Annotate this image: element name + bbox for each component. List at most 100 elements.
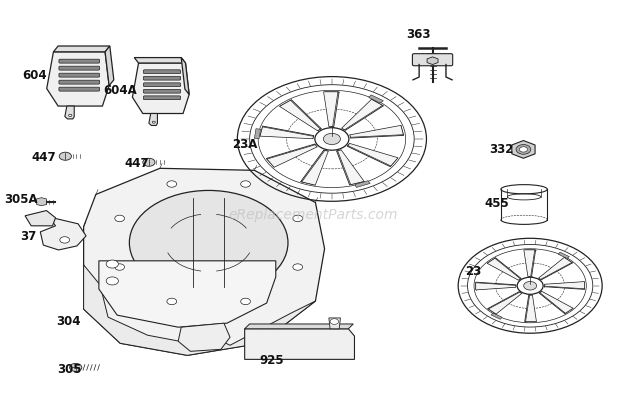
Circle shape <box>524 281 537 290</box>
Circle shape <box>241 181 250 187</box>
Polygon shape <box>325 92 339 126</box>
Polygon shape <box>260 127 314 139</box>
Circle shape <box>130 190 288 295</box>
Polygon shape <box>558 252 569 258</box>
FancyBboxPatch shape <box>143 90 180 93</box>
Polygon shape <box>491 313 502 319</box>
Text: 305: 305 <box>57 363 82 376</box>
FancyBboxPatch shape <box>143 70 180 74</box>
Polygon shape <box>355 181 370 188</box>
Circle shape <box>293 215 303 222</box>
Polygon shape <box>324 92 338 126</box>
Polygon shape <box>489 292 521 314</box>
Polygon shape <box>302 150 329 185</box>
Circle shape <box>115 215 125 222</box>
Text: 37: 37 <box>20 230 36 243</box>
Polygon shape <box>476 282 516 289</box>
Circle shape <box>106 260 118 268</box>
Polygon shape <box>488 258 521 280</box>
Polygon shape <box>525 295 536 322</box>
Polygon shape <box>245 324 353 329</box>
Polygon shape <box>260 126 314 138</box>
Polygon shape <box>476 283 516 290</box>
Circle shape <box>60 237 69 243</box>
Polygon shape <box>343 100 383 130</box>
Text: 23A: 23A <box>232 139 258 151</box>
Text: 23: 23 <box>465 265 482 278</box>
Polygon shape <box>135 58 185 63</box>
Polygon shape <box>427 57 438 64</box>
FancyBboxPatch shape <box>143 83 180 87</box>
Polygon shape <box>524 250 535 276</box>
Circle shape <box>115 264 125 270</box>
FancyBboxPatch shape <box>143 76 180 80</box>
Circle shape <box>69 114 72 117</box>
Polygon shape <box>338 150 364 185</box>
Polygon shape <box>337 150 363 185</box>
Polygon shape <box>46 52 109 106</box>
Text: 604: 604 <box>22 69 46 82</box>
FancyBboxPatch shape <box>59 73 100 77</box>
Circle shape <box>60 152 71 160</box>
Polygon shape <box>512 141 535 158</box>
Polygon shape <box>347 144 397 166</box>
Polygon shape <box>488 292 521 314</box>
FancyBboxPatch shape <box>59 80 100 84</box>
Text: 447: 447 <box>32 151 56 164</box>
Polygon shape <box>99 261 276 327</box>
Polygon shape <box>539 258 572 280</box>
Polygon shape <box>539 258 572 279</box>
FancyBboxPatch shape <box>143 96 180 100</box>
Text: 332: 332 <box>489 143 513 156</box>
Polygon shape <box>544 281 585 289</box>
Text: 304: 304 <box>56 315 81 328</box>
Polygon shape <box>84 265 316 355</box>
Polygon shape <box>526 295 536 322</box>
Polygon shape <box>267 145 317 167</box>
Text: 925: 925 <box>260 354 285 367</box>
Polygon shape <box>301 150 327 185</box>
Polygon shape <box>65 106 74 119</box>
Circle shape <box>330 319 339 324</box>
Polygon shape <box>53 46 110 52</box>
Polygon shape <box>348 143 398 166</box>
Polygon shape <box>245 329 355 359</box>
Polygon shape <box>254 129 260 139</box>
Circle shape <box>241 298 250 305</box>
Polygon shape <box>539 292 572 314</box>
Polygon shape <box>350 126 404 137</box>
Polygon shape <box>342 99 383 130</box>
Circle shape <box>520 147 528 152</box>
Polygon shape <box>267 144 317 166</box>
Polygon shape <box>540 291 573 313</box>
Text: 363: 363 <box>406 28 431 41</box>
Polygon shape <box>133 63 189 113</box>
Polygon shape <box>280 100 321 131</box>
FancyBboxPatch shape <box>59 59 100 63</box>
Polygon shape <box>40 218 86 250</box>
Circle shape <box>293 264 303 270</box>
Circle shape <box>516 145 531 154</box>
Text: 455: 455 <box>484 197 509 210</box>
Polygon shape <box>329 318 340 329</box>
Circle shape <box>143 158 155 166</box>
Text: eReplacementParts.com: eReplacementParts.com <box>229 208 399 222</box>
FancyBboxPatch shape <box>412 54 453 66</box>
Polygon shape <box>37 198 46 206</box>
Polygon shape <box>105 46 114 85</box>
FancyBboxPatch shape <box>59 66 100 70</box>
Polygon shape <box>280 100 321 130</box>
Text: 305A: 305A <box>4 193 38 206</box>
Polygon shape <box>525 250 536 276</box>
Polygon shape <box>25 211 56 226</box>
Circle shape <box>153 121 155 123</box>
Polygon shape <box>84 168 325 355</box>
Polygon shape <box>149 113 157 126</box>
Circle shape <box>69 363 82 371</box>
Polygon shape <box>369 95 383 103</box>
Polygon shape <box>350 126 404 138</box>
Text: 447: 447 <box>125 157 149 170</box>
Circle shape <box>167 181 177 187</box>
Polygon shape <box>181 58 189 94</box>
Circle shape <box>106 277 118 285</box>
